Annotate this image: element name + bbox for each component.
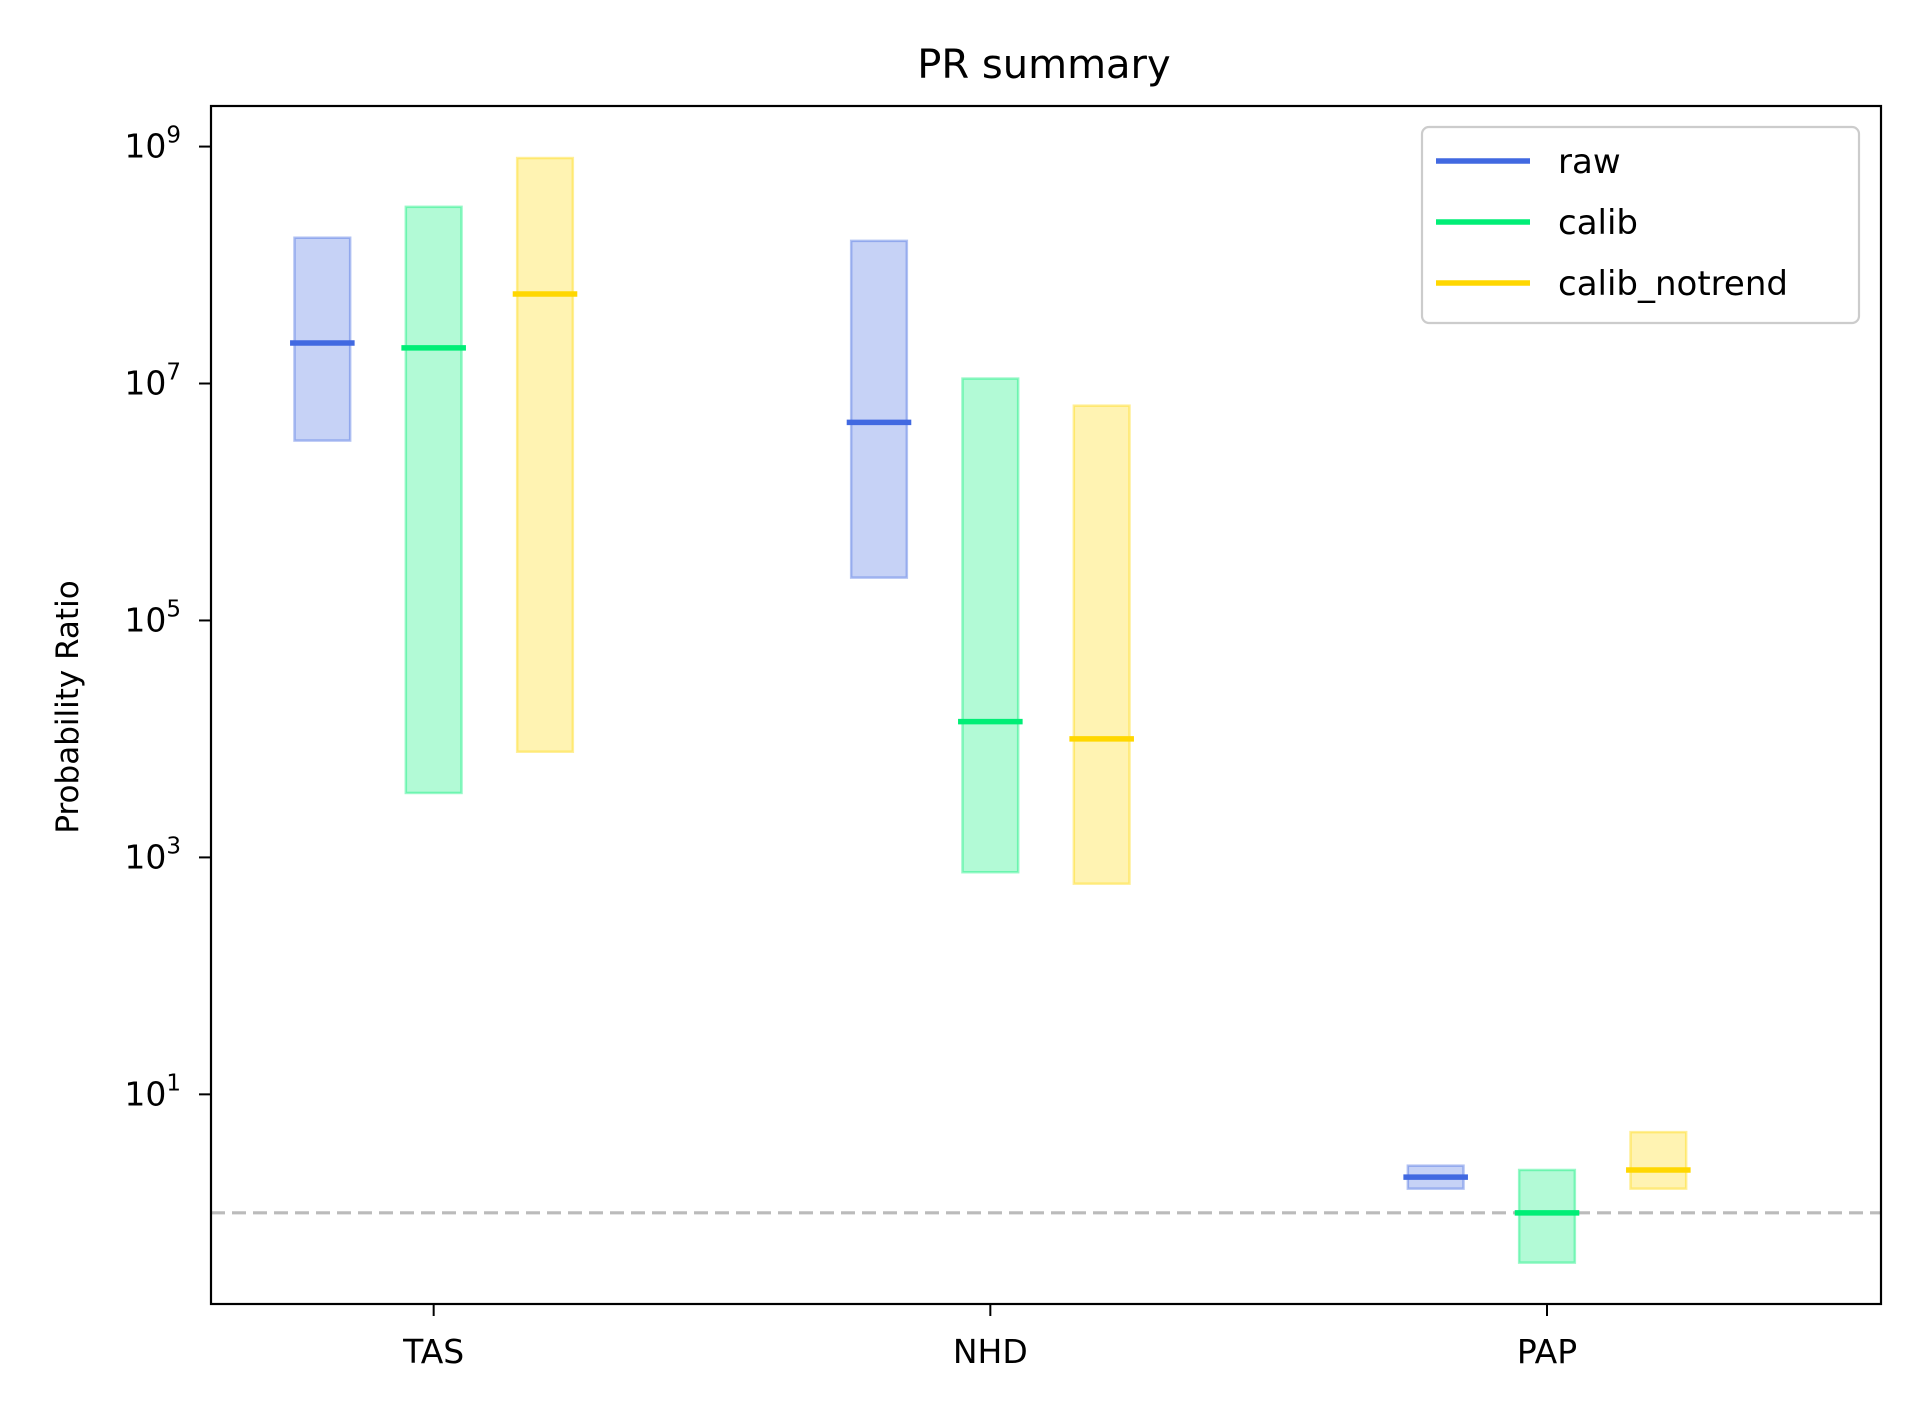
- legend: raw calib calib_notrend: [1420, 125, 1861, 325]
- y-tick-label-9: 109: [124, 123, 181, 166]
- plot-area: TAS NHD PAP 101 103 105 107 109: [124, 123, 1881, 1371]
- x-tick-label-TAS: TAS: [402, 1332, 464, 1371]
- y-tick-label-5: 105: [124, 596, 181, 639]
- chart-title: PR summary: [917, 42, 1170, 88]
- x-tick-label-NHD: NHD: [953, 1332, 1028, 1371]
- y-tick-label-3: 103: [124, 833, 181, 876]
- range-box-calib-PAP: [1517, 1168, 1577, 1264]
- range-box-raw-NHD: [849, 239, 909, 579]
- legend-label-raw: raw: [1558, 142, 1621, 182]
- y-tick-label-1: 101: [124, 1070, 181, 1113]
- plot-frame: [209, 104, 1883, 1306]
- range-box-calib_notrend-PAP: [1629, 1130, 1688, 1190]
- y-axis-label: Probability Ratio: [50, 580, 86, 833]
- range-box-calib_notrend-NHD: [1072, 404, 1131, 885]
- y-tick-label-7: 107: [124, 360, 181, 403]
- range-box-calib-NHD: [961, 377, 1020, 874]
- range-box-calib_notrend-TAS: [515, 156, 575, 753]
- range-box-calib-TAS: [404, 205, 463, 795]
- x-tick-label-PAP: PAP: [1517, 1332, 1577, 1371]
- range-box-raw-TAS: [293, 236, 352, 442]
- legend-label-calib: calib: [1558, 203, 1638, 243]
- legend-label-calib_notrend: calib_notrend: [1558, 264, 1788, 304]
- legend-box: [1420, 125, 1861, 325]
